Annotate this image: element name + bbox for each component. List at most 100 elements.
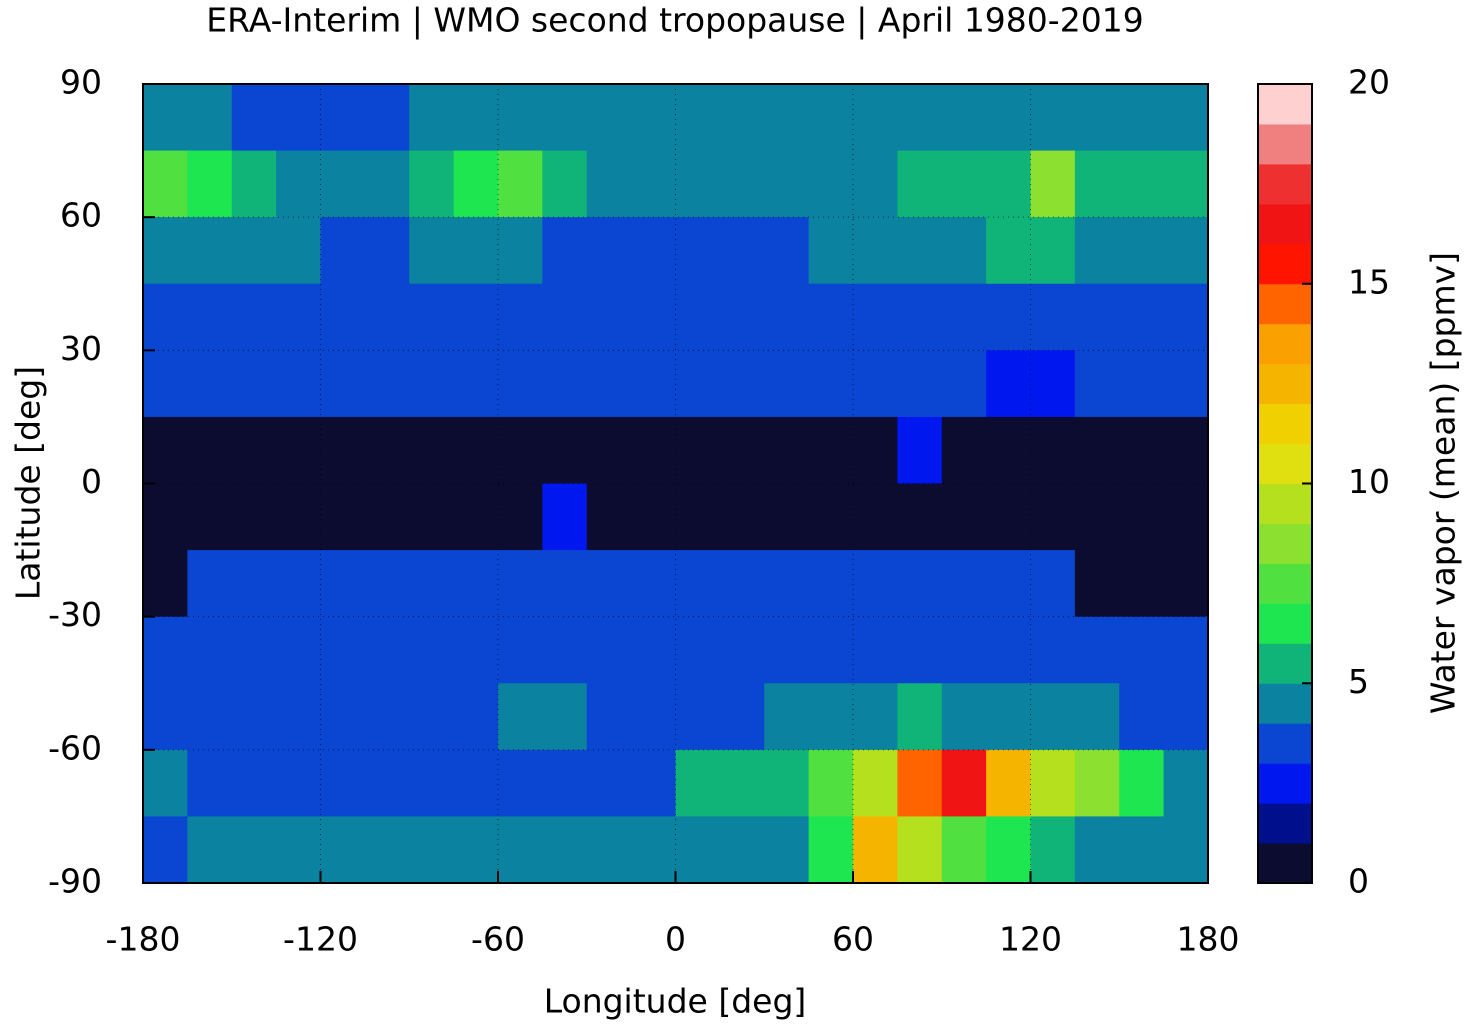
heat-cell (542, 749, 588, 817)
heat-cell (1074, 283, 1120, 351)
heat-cell (498, 749, 543, 817)
heat-cell (675, 749, 721, 817)
heat-cell (498, 683, 543, 751)
x-tick-label: -120 (283, 920, 358, 959)
heat-cell (542, 283, 588, 351)
heat-cell (542, 683, 588, 751)
heat-cell (143, 217, 188, 285)
colorbar-swatch (1258, 163, 1312, 205)
heat-cell (1119, 616, 1165, 684)
heat-cell (1030, 84, 1076, 152)
heat-cell (1074, 84, 1120, 152)
heat-cell (764, 550, 810, 618)
heat-cell (631, 683, 676, 751)
heat-cell (631, 416, 676, 484)
colorbar-swatch (1258, 723, 1312, 764)
heat-cell (675, 150, 721, 218)
heat-cell (897, 550, 943, 618)
heat-cell (187, 616, 233, 684)
heat-cell (631, 84, 676, 152)
y-tick-label: -90 (48, 862, 102, 901)
heat-cell (1163, 816, 1209, 884)
heat-cell (764, 84, 810, 152)
heat-cell (143, 283, 188, 351)
colorbar-swatch (1258, 243, 1312, 285)
heat-cell (453, 483, 499, 551)
heat-cell (276, 416, 321, 484)
colorbar-tick-label: 0 (1348, 862, 1369, 901)
heat-cell (853, 350, 898, 418)
heat-cell (542, 483, 588, 551)
heat-cell (764, 150, 810, 218)
heat-cell (231, 483, 277, 551)
heat-cell (231, 616, 277, 684)
heat-cell (453, 749, 499, 817)
heat-cell (498, 84, 543, 152)
heat-cell (1030, 283, 1076, 351)
heat-cell (364, 350, 410, 418)
heat-cell (675, 283, 721, 351)
colorbar-swatch (1258, 803, 1312, 844)
heat-cell (453, 84, 499, 152)
colorbar-swatch (1258, 643, 1312, 684)
heat-cell (276, 150, 321, 218)
heat-cell (1119, 283, 1165, 351)
colorbar-swatch (1258, 403, 1312, 445)
heat-cell (409, 416, 455, 484)
heat-cell (409, 150, 455, 218)
heat-cell (1074, 616, 1120, 684)
heat-cell (1030, 483, 1076, 551)
y-tick-label: 30 (60, 329, 102, 368)
heat-cell (231, 84, 277, 152)
colorbar-swatch (1258, 283, 1312, 325)
heat-cell (364, 816, 410, 884)
heat-cell (320, 816, 366, 884)
heat-cell (276, 550, 321, 618)
heat-cell (1074, 550, 1120, 618)
heat-cell (498, 217, 543, 285)
heat-cell (764, 283, 810, 351)
heat-cell (276, 350, 321, 418)
heat-cell (187, 283, 233, 351)
heat-cell (364, 416, 410, 484)
colorbar-swatch (1258, 443, 1312, 484)
heat-cell (808, 283, 854, 351)
heat-cell (231, 816, 277, 884)
heat-cell (675, 217, 721, 285)
heat-cell (409, 749, 455, 817)
heat-cell (498, 616, 543, 684)
heat-cell (941, 84, 987, 152)
heat-cell (320, 749, 366, 817)
heat-cell (853, 483, 898, 551)
heat-cell (542, 550, 588, 618)
heat-cell (409, 550, 455, 618)
heat-cell (364, 283, 410, 351)
x-axis-label: Longitude [deg] (544, 982, 807, 1021)
x-tick-label: 60 (832, 920, 874, 959)
heat-cell (231, 150, 277, 218)
heat-cell (498, 416, 543, 484)
heat-cell (276, 483, 321, 551)
heat-cell (631, 350, 676, 418)
heat-cell (719, 217, 765, 285)
heat-cell (764, 616, 810, 684)
heat-cell (586, 217, 632, 285)
heat-cell (453, 350, 499, 418)
heat-cell (986, 483, 1031, 551)
heat-cell (320, 283, 366, 351)
heat-cell (1030, 683, 1076, 751)
heat-cell (231, 749, 277, 817)
heat-cell (320, 483, 366, 551)
heat-cell (631, 616, 676, 684)
heat-cell (1074, 483, 1120, 551)
colorbar-swatch (1258, 763, 1312, 804)
heat-cell (941, 749, 987, 817)
colorbar-tick-label: 15 (1348, 262, 1390, 301)
heat-cell (364, 84, 410, 152)
y-tick-label: 60 (60, 196, 102, 235)
heat-cell (1030, 150, 1076, 218)
heat-cell (453, 550, 499, 618)
y-tick-label: 0 (81, 462, 102, 501)
heat-cell (187, 217, 233, 285)
heat-cell (276, 217, 321, 285)
